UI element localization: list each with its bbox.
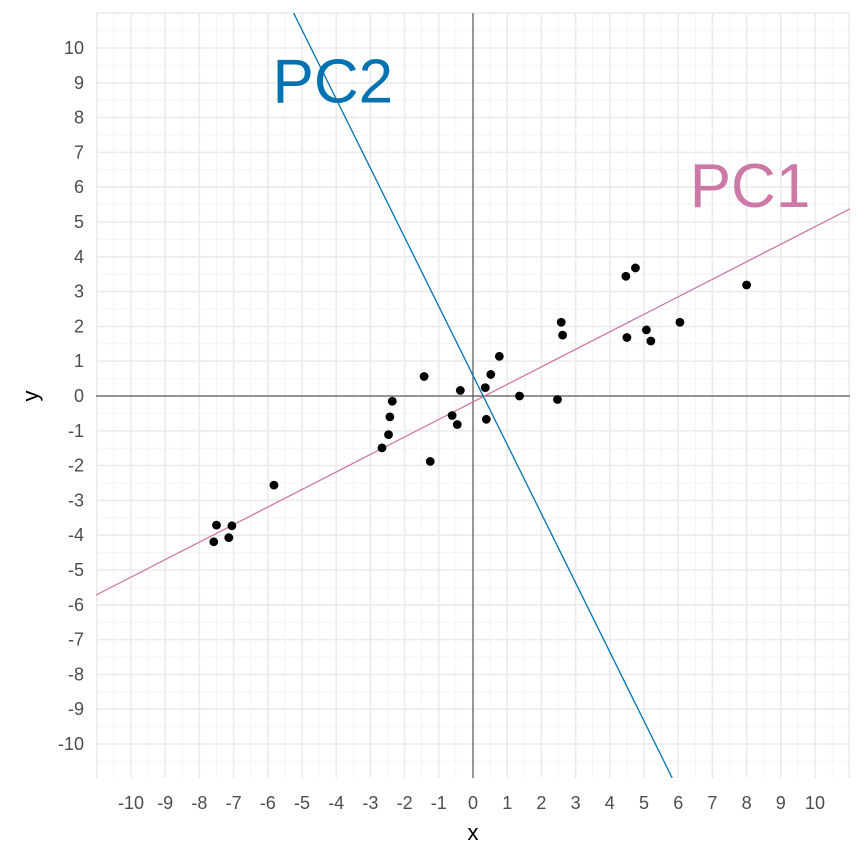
x-tick-label: -7 xyxy=(226,793,242,813)
y-tick-label: 6 xyxy=(74,177,84,197)
reference-lines xyxy=(96,13,850,778)
data-point xyxy=(227,521,237,531)
y-tick-label: 4 xyxy=(74,247,84,267)
x-axis-title: x xyxy=(468,820,479,845)
x-tick-label: -2 xyxy=(397,793,413,813)
data-point xyxy=(452,420,462,429)
data-point xyxy=(387,396,397,406)
y-tick-label: 5 xyxy=(74,212,84,232)
y-tick-label: -8 xyxy=(68,664,84,684)
pc1-line xyxy=(95,208,851,596)
data-point xyxy=(224,533,234,543)
y-tick-label: -4 xyxy=(68,525,84,545)
data-point xyxy=(385,412,395,422)
x-tick-labels: -10 -9 -8 -7 -6 -5 -4 -3 -2 -1 0 1 2 3 4 5 6 7 8 9 10 xyxy=(118,793,825,813)
y-tick-label: 7 xyxy=(74,142,84,162)
pc-annotations: PC2 PC1 xyxy=(272,48,810,221)
y-tick-label: 9 xyxy=(74,73,84,93)
x-tick-label: 9 xyxy=(776,793,786,813)
y-tick-label: -10 xyxy=(58,734,84,754)
data-point xyxy=(419,372,429,381)
y-axis-title: y xyxy=(18,391,43,402)
principal-component-lines xyxy=(95,12,851,779)
x-tick-label: -3 xyxy=(362,793,378,813)
x-tick-label: -5 xyxy=(294,793,310,813)
y-tick-label: 8 xyxy=(74,108,84,128)
x-tick-label: 2 xyxy=(536,793,546,813)
y-tick-label: -2 xyxy=(68,456,84,476)
data-point xyxy=(553,395,562,404)
data-point xyxy=(209,537,219,547)
data-point xyxy=(269,480,279,490)
y-tick-label: -3 xyxy=(68,490,84,510)
data-point xyxy=(455,386,465,395)
x-tick-label: 0 xyxy=(468,793,478,813)
x-tick-label: 7 xyxy=(707,793,717,813)
y-tick-label: 10 xyxy=(64,38,84,58)
y-tick-label: -1 xyxy=(68,421,84,441)
data-point xyxy=(621,271,631,281)
data-point xyxy=(384,430,393,440)
data-point xyxy=(646,336,656,346)
pc2-line xyxy=(293,12,673,779)
y-tick-label: 0 xyxy=(74,386,84,406)
data-point xyxy=(486,370,496,379)
y-tick-label: -6 xyxy=(68,595,84,615)
data-point xyxy=(447,411,457,420)
data-point xyxy=(675,317,685,327)
data-point xyxy=(377,443,387,453)
pc2-label: PC2 xyxy=(272,48,393,117)
data-point xyxy=(622,333,632,342)
y-tick-label: 3 xyxy=(74,282,84,302)
data-point xyxy=(631,263,640,273)
data-point xyxy=(480,383,490,393)
x-tick-label: -9 xyxy=(157,793,173,813)
y-tick-label: -5 xyxy=(68,560,84,580)
x-tick-label: -10 xyxy=(118,793,144,813)
data-point xyxy=(515,391,524,401)
x-tick-label: -4 xyxy=(328,793,344,813)
x-tick-label: 8 xyxy=(742,793,752,813)
x-tick-label: -1 xyxy=(431,793,447,813)
data-point xyxy=(481,414,491,424)
data-point xyxy=(425,457,435,466)
data-point xyxy=(212,520,221,530)
x-tick-label: 1 xyxy=(502,793,512,813)
data-point xyxy=(494,351,504,361)
x-tick-label: 5 xyxy=(639,793,649,813)
data-points xyxy=(209,263,751,547)
x-tick-label: 6 xyxy=(673,793,683,813)
x-tick-label: 3 xyxy=(571,793,581,813)
y-tick-label: 2 xyxy=(74,316,84,336)
data-point xyxy=(641,325,651,335)
x-tick-label: -8 xyxy=(191,793,207,813)
x-tick-label: 4 xyxy=(605,793,615,813)
x-tick-label: -6 xyxy=(260,793,276,813)
pc1-label: PC1 xyxy=(690,152,811,221)
y-tick-label: -9 xyxy=(68,699,84,719)
y-tick-label: -7 xyxy=(68,630,84,650)
data-point xyxy=(742,280,751,290)
data-point xyxy=(558,330,568,340)
x-tick-label: 10 xyxy=(805,793,825,813)
y-tick-label: 1 xyxy=(74,351,84,371)
data-point xyxy=(556,317,566,327)
